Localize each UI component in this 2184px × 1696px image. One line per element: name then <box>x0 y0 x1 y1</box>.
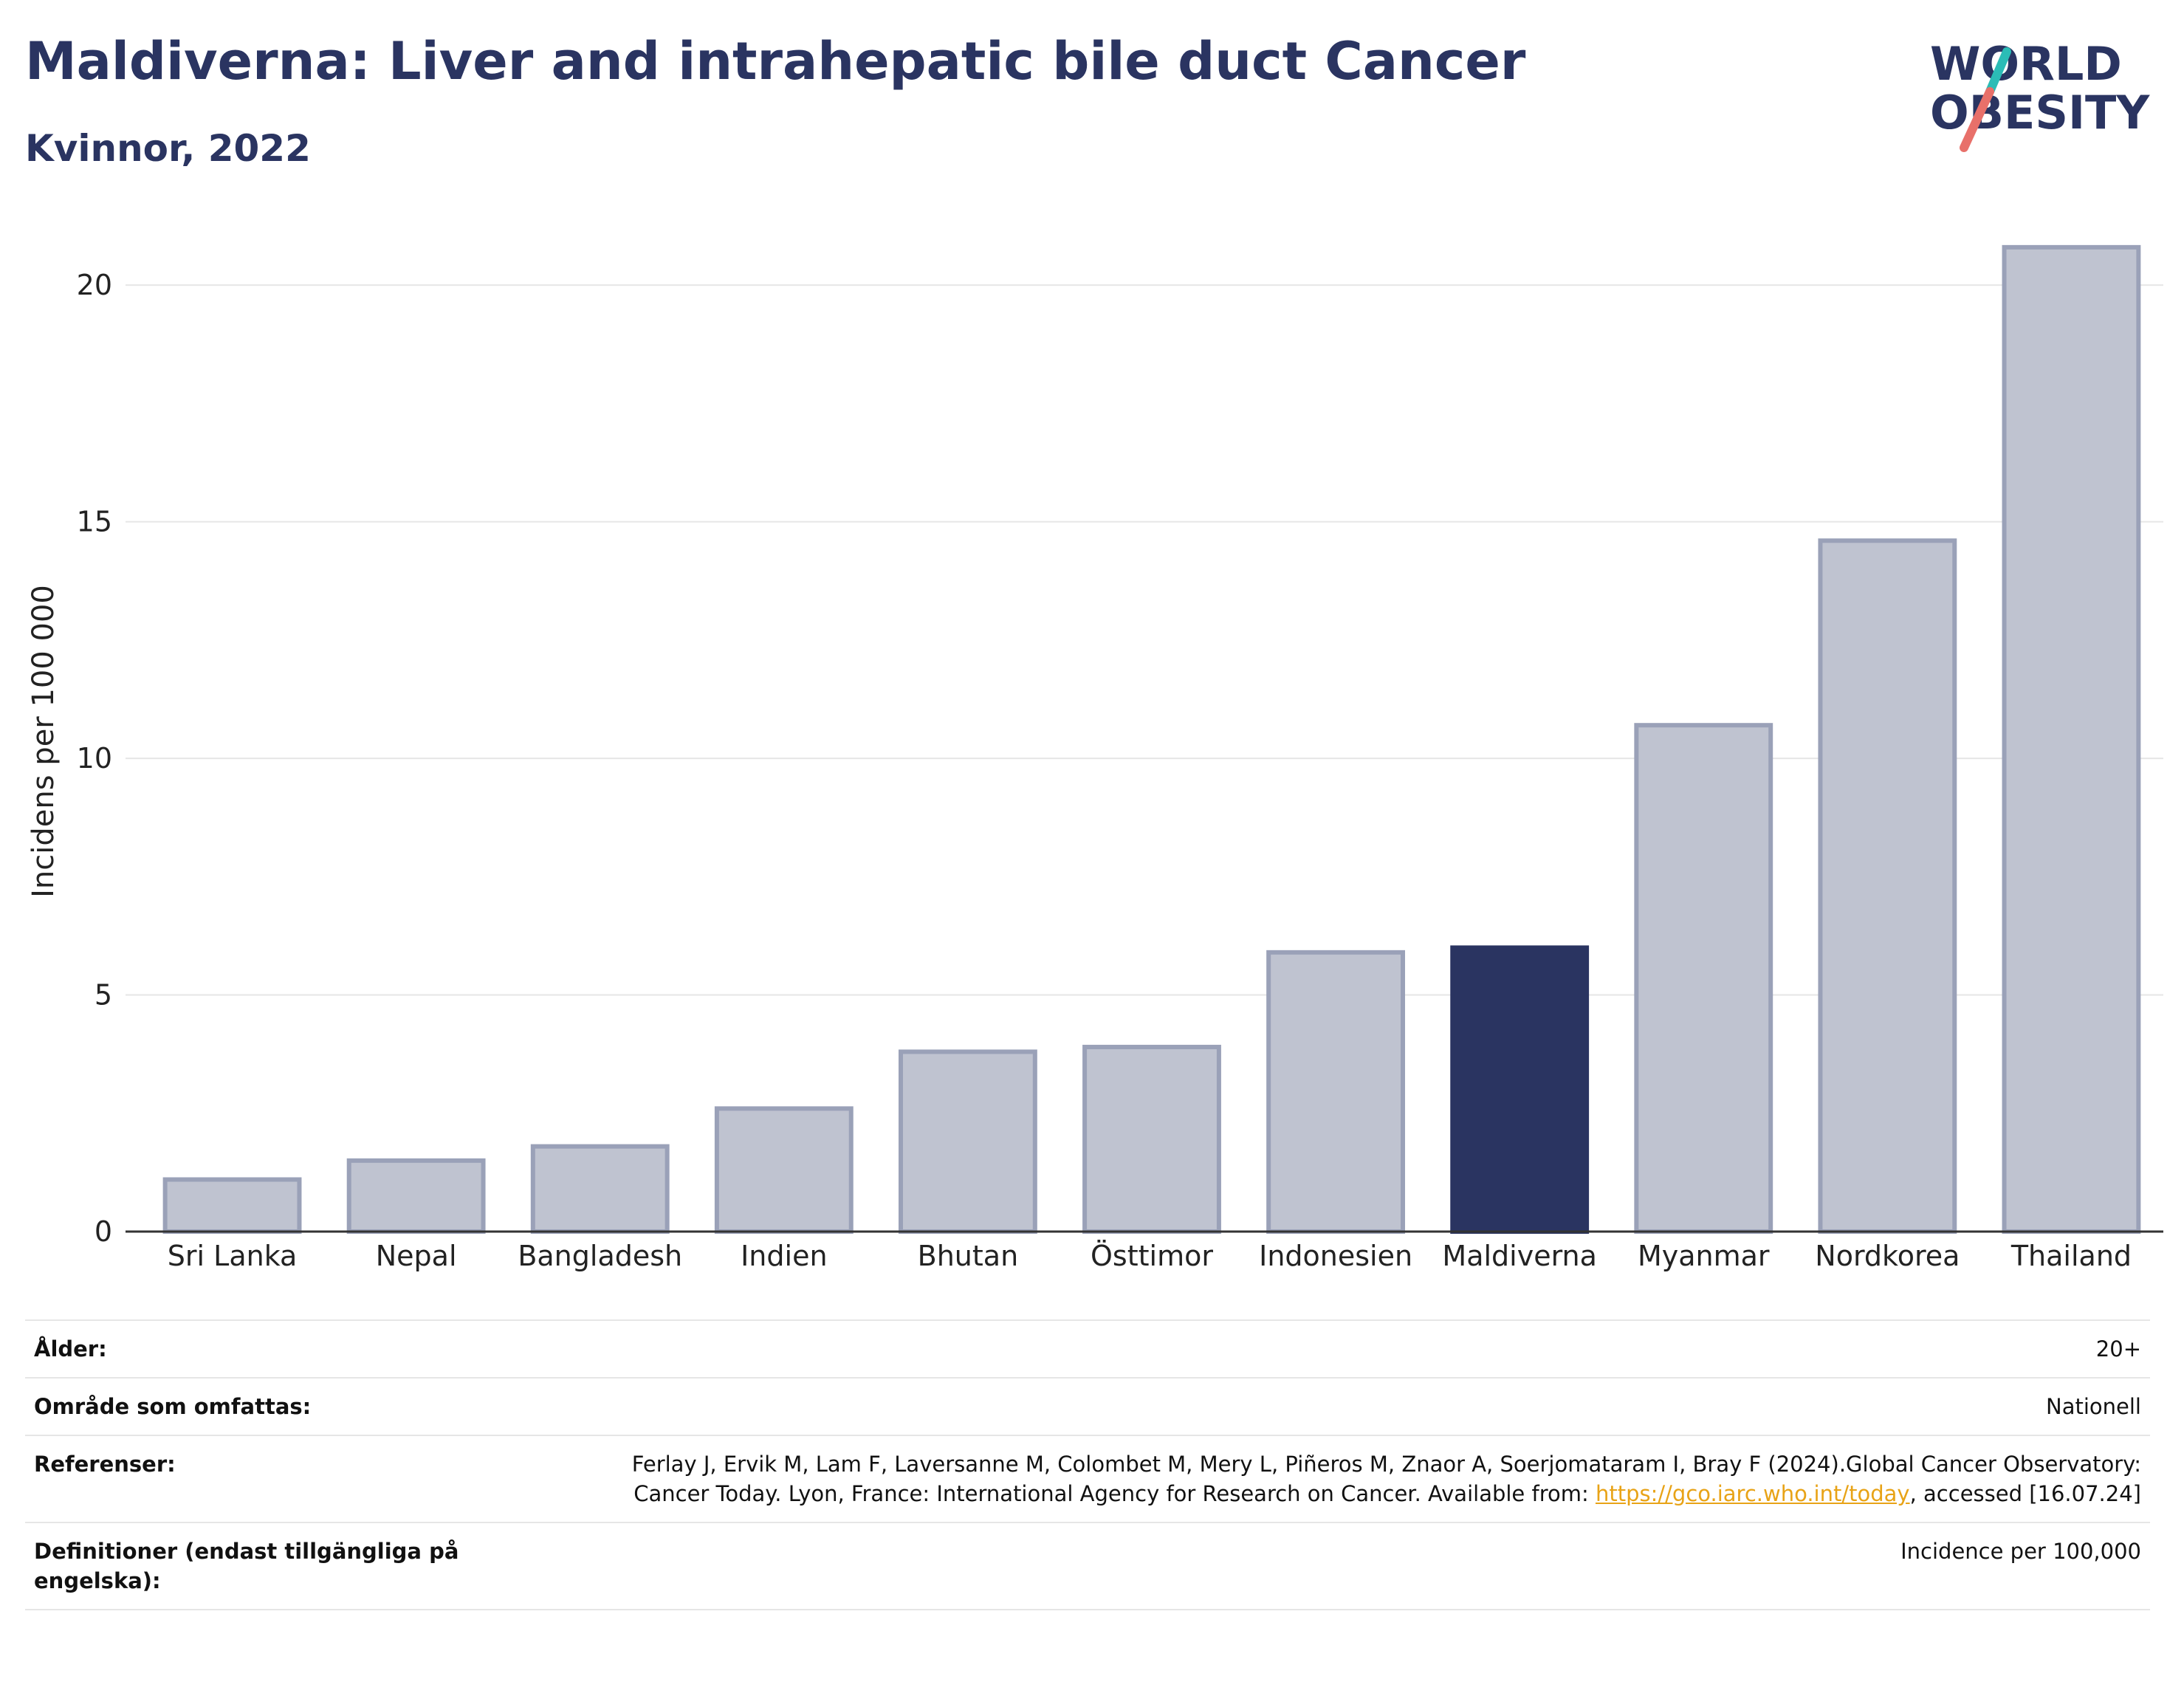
bar-maldiverna <box>1450 945 1590 1235</box>
references-text: Ferlay J, Ervik M, Lam F, Laversanne M, … <box>631 1452 2141 1506</box>
x-tick-label: Sri Lanka <box>168 1240 298 1272</box>
x-axis-labels: Sri Lanka Nepal Bangladesh Indien Bhutan Östt… <box>168 1240 2132 1272</box>
bar-bangladesh <box>530 1144 670 1235</box>
bars <box>162 244 2141 1235</box>
definitions-value: Incidence per 100,000 <box>1900 1539 2141 1564</box>
y-tick-label: 5 <box>95 979 112 1012</box>
y-tick-label: 10 <box>77 742 112 775</box>
x-tick-label: Östtimor <box>1091 1240 1213 1272</box>
info-row-references: Referenser: Ferlay J, Ervik M, Lam F, La… <box>25 1435 2150 1522</box>
x-tick-label: Myanmar <box>1638 1240 1770 1272</box>
x-tick-label: Maldiverna <box>1442 1240 1597 1272</box>
bar-indonesien <box>1266 950 1406 1235</box>
bar-bhutan <box>898 1049 1037 1235</box>
x-tick-label: Indonesien <box>1259 1240 1412 1272</box>
chart-title: Maldiverna: Liver and intrahepatic bile … <box>25 31 1526 92</box>
age-label: Ålder: <box>34 1336 107 1362</box>
x-tick-label: Nordkorea <box>1815 1240 1960 1272</box>
logo-line2: OBESITY <box>1930 86 2150 140</box>
y-tick-label: 0 <box>95 1215 112 1248</box>
bar-myanmar <box>1634 723 1773 1234</box>
bar-nordkorea <box>1818 538 1957 1234</box>
area-label: Område som omfattas: <box>34 1394 312 1419</box>
logo-slash-teal <box>1985 47 2011 96</box>
info-row-area: Område som omfattas: Nationell <box>25 1377 2150 1435</box>
world-obesity-logo: WORLD OBESITY <box>1930 37 2150 152</box>
y-axis-title: Incidens per 100 000 <box>27 585 61 898</box>
references-link[interactable]: https://gco.iarc.who.int/today <box>1595 1481 1910 1506</box>
bar-chart: 0 5 10 15 20 Sri Lanka Nepal Bangladesh Indien B… <box>27 244 2163 1272</box>
references-accessed: , accessed [16.07.24] <box>1909 1481 2141 1506</box>
age-value: 20+ <box>2095 1336 2141 1362</box>
y-tick-label: 15 <box>77 506 112 538</box>
bar-nepal <box>346 1158 486 1235</box>
logo-slash-coral <box>1960 87 1994 152</box>
info-table: Ålder: 20+ Område som omfattas: Nationel… <box>25 1319 2150 1610</box>
chart-subtitle: Kvinnor, 2022 <box>25 127 311 170</box>
bar-sri-lanka <box>162 1177 302 1235</box>
x-tick-label: Nepal <box>376 1240 457 1272</box>
definitions-label: Definitioner (endast tillgängliga på eng… <box>34 1539 459 1593</box>
references-label: Referenser: <box>34 1452 176 1477</box>
bar-thailand <box>2002 244 2141 1235</box>
logo-line1: WORLD <box>1930 37 2122 91</box>
x-tick-label: Thailand <box>2010 1240 2132 1272</box>
bar-indien <box>714 1106 854 1235</box>
y-tick-label: 20 <box>77 269 112 301</box>
area-value: Nationell <box>2046 1394 2141 1419</box>
y-axis-ticks: 0 5 10 15 20 <box>77 269 112 1248</box>
bar-östtimor <box>1082 1045 1221 1235</box>
x-tick-label: Bangladesh <box>518 1240 682 1272</box>
info-row-age: Ålder: 20+ <box>25 1319 2150 1377</box>
info-row-definitions: Definitioner (endast tillgängliga på eng… <box>25 1522 2150 1610</box>
x-tick-label: Bhutan <box>918 1240 1019 1272</box>
references-value: Ferlay J, Ervik M, Lam F, Laversanne M, … <box>554 1449 2141 1508</box>
x-tick-label: Indien <box>741 1240 827 1272</box>
